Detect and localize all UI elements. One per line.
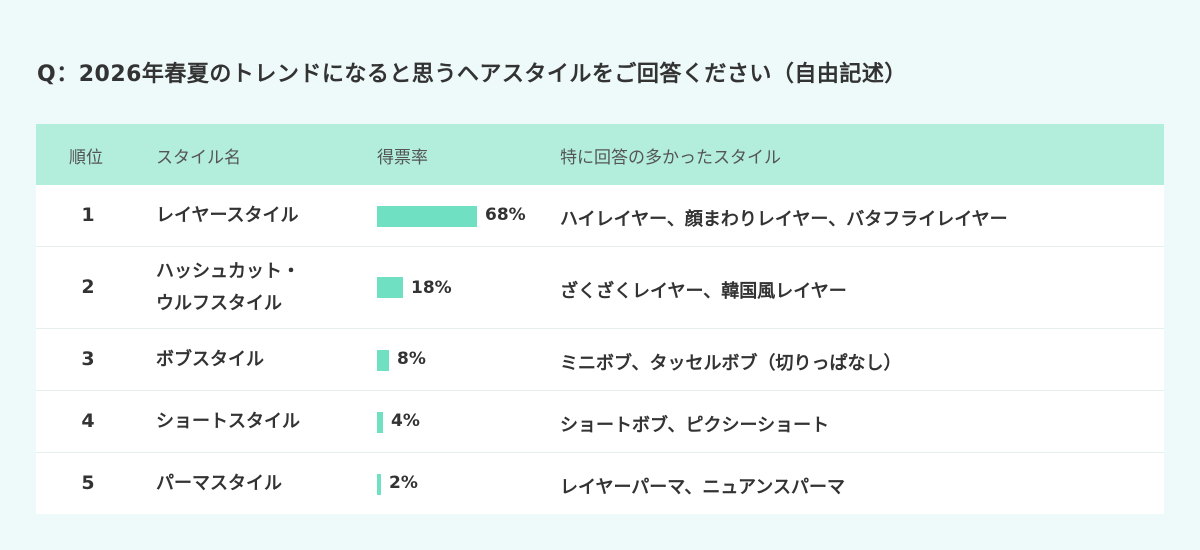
popular-styles: レイヤーパーマ、ニュアンスパーマ [560,476,845,498]
rank-number: 1 [81,204,95,226]
ranking-table: 順位 スタイル名 得票率 特に回答の多かったスタイル 1 レイヤースタイル 68% ハ… [36,124,1164,514]
style-name: ボブスタイル [156,344,264,376]
popular-styles: ミニボブ、タッセルボブ（切りっぱなし） [560,353,902,374]
table-row: 3 ボブスタイル 8% ミニボブ、タッセルボブ（切りっぱなし） [36,329,1164,391]
popular-styles: ショートボブ、ピクシーショート [560,415,830,436]
style-name-line: ハッシュカット・ [156,261,300,282]
popular-styles: ハイレイヤー、顔まわりレイヤー、バタフライレイヤー [560,209,1008,230]
table-header: 順位 スタイル名 得票率 特に回答の多かったスタイル [36,124,1164,185]
rank-number: 5 [81,471,95,494]
style-name: ショートスタイル [156,406,300,438]
rate-label-2: 18% [411,278,452,298]
rate-label-5: 2% [389,472,418,493]
header-popular-styles: 特に回答の多かったスタイル [560,148,781,168]
style-name: レイヤースタイル [156,200,299,232]
question-title: Q：2026年春夏のトレンドになると思うヘアスタイルをご回答ください（自由記述） [37,62,907,87]
style-name-line: パーマスタイル [156,472,282,494]
style-name-line: レイヤースタイル [156,205,299,226]
vote-rate-bar [377,350,389,371]
rank-number: 2 [81,276,95,298]
vote-rate-bar [377,277,403,298]
style-name-line: ショートスタイル [156,411,300,432]
style-name: パーマスタイル [156,468,282,500]
rank-number: 3 [81,348,95,370]
rate-label-3: 8% [397,349,426,369]
rate-label-1: 68% [485,205,526,225]
table-row: 4 ショートスタイル 4% ショートボブ、ピクシーショート [36,391,1164,453]
rank-number: 4 [81,410,95,432]
rate-label-4: 4% [391,411,420,431]
vote-rate-bar [377,206,477,227]
table-row: 1 レイヤースタイル 68% ハイレイヤー、顔まわりレイヤー、バタフライレイヤー [36,185,1164,247]
table-row: 2 ハッシュカット・ ウルフスタイル 18% ざくざくレイヤー、韓国風レイヤー [36,247,1164,329]
style-name-line: ウルフスタイル [156,293,282,314]
header-rank: 順位 [69,148,103,168]
vote-rate-bar [377,473,381,495]
header-style-name: スタイル名 [156,148,241,168]
popular-styles: ざくざくレイヤー、韓国風レイヤー [560,281,847,302]
vote-rate-bar [377,412,383,433]
header-vote-rate: 得票率 [377,148,428,168]
style-name: ハッシュカット・ ウルフスタイル [156,256,300,320]
table-row: 5 パーマスタイル 2% レイヤーパーマ、ニュアンスパーマ [36,453,1164,514]
style-name-line: ボブスタイル [156,349,264,370]
